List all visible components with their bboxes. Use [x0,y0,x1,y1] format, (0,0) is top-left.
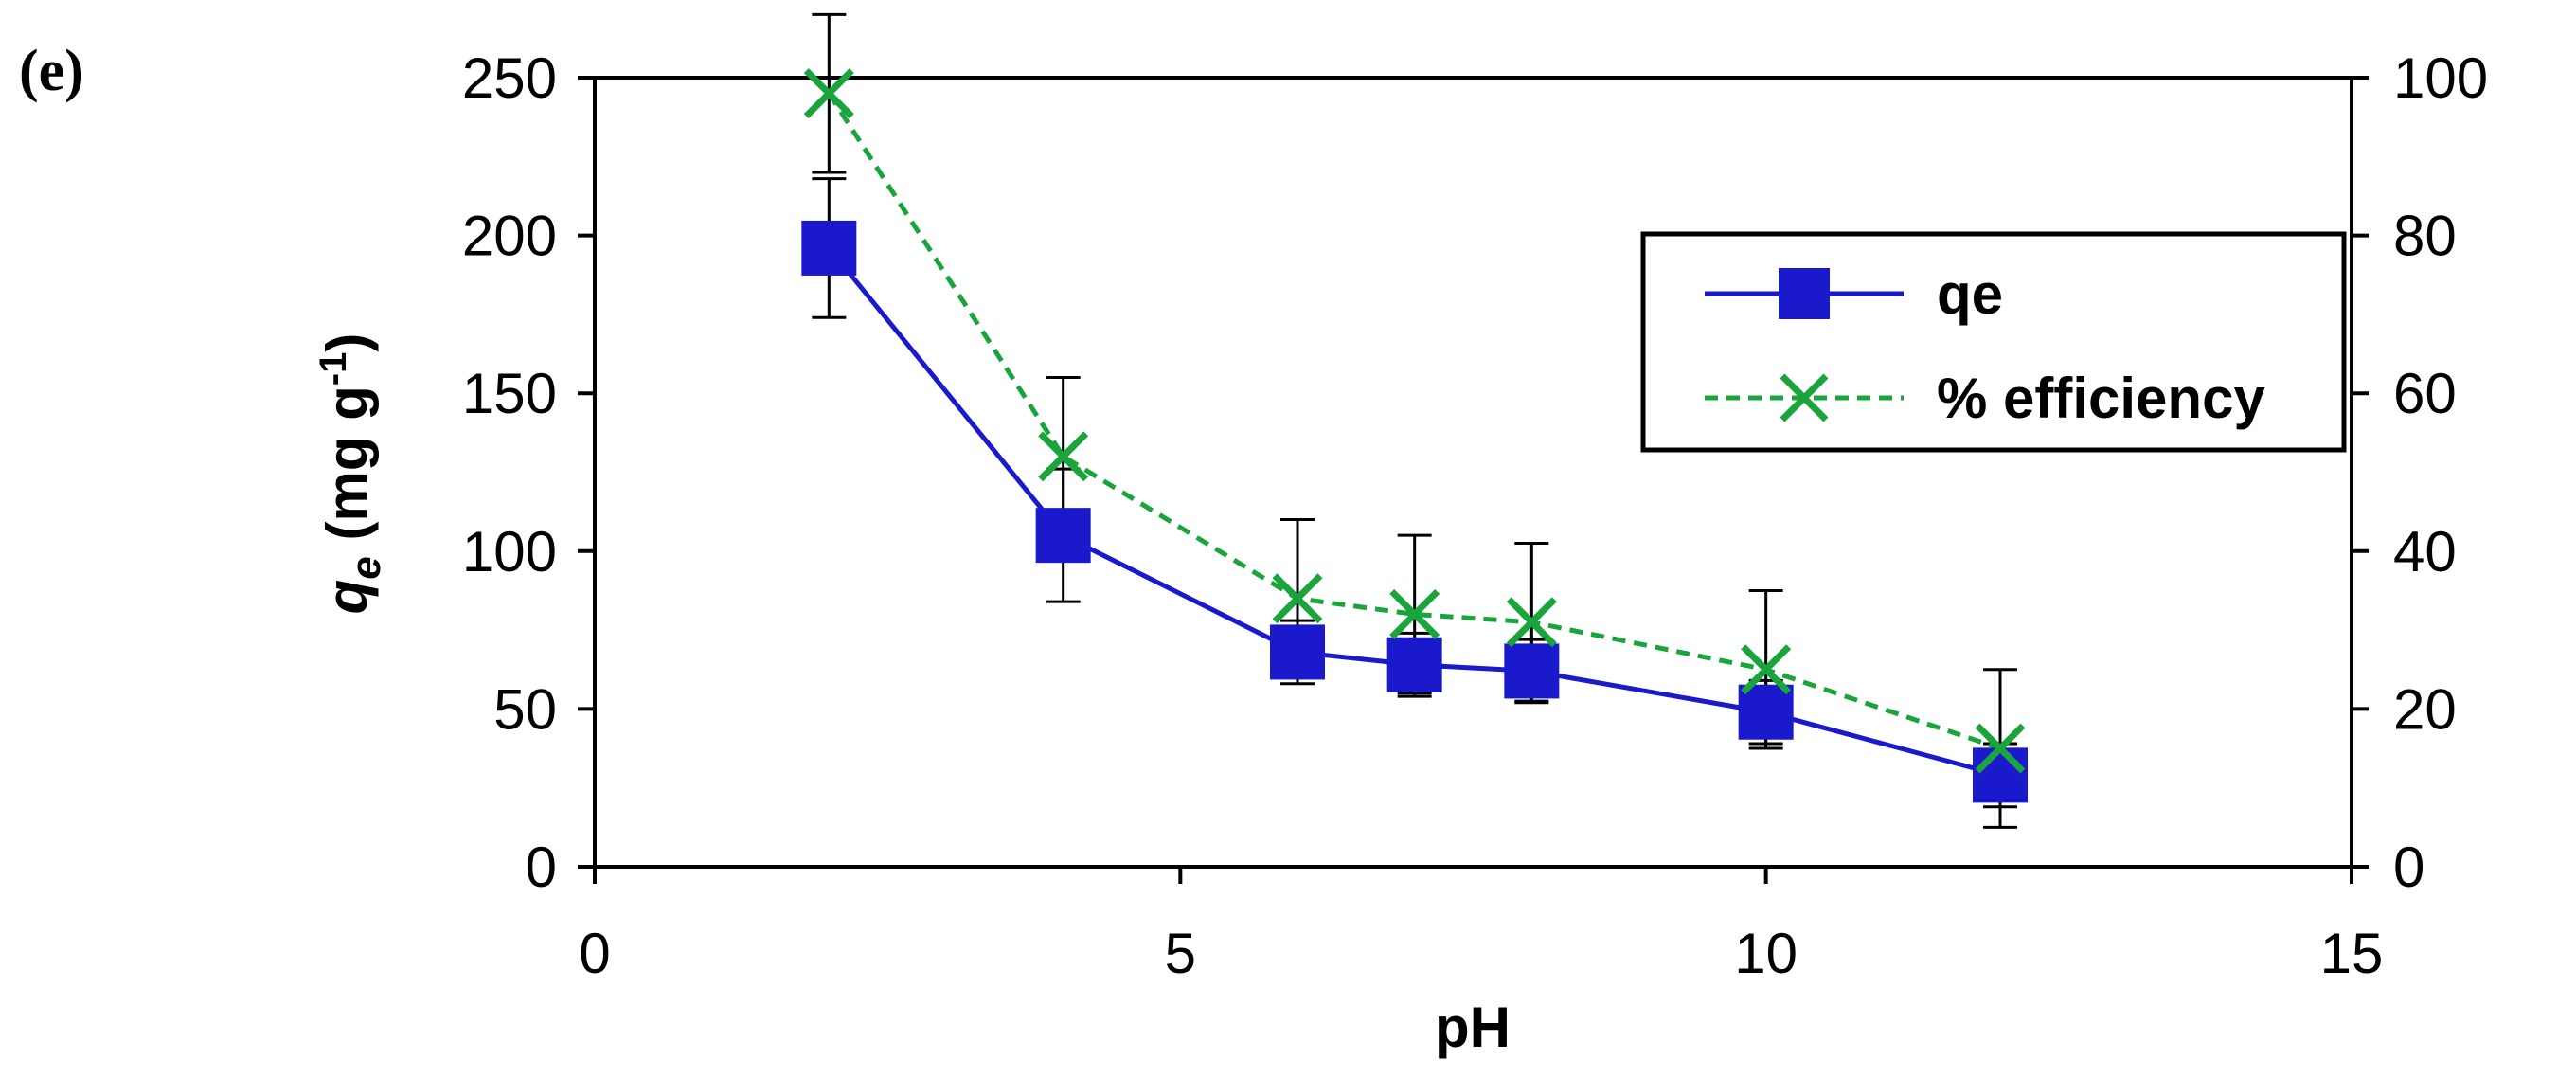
legend-qe-marker [1779,268,1830,319]
y-axis-title-superscript: -1 [313,352,354,386]
y-tick-label: 250 [462,46,557,110]
y-tick-label: 0 [526,835,557,899]
qe-marker [1035,508,1091,564]
y2-axis-ticks: 0 20 40 60 80 100 [2352,46,2488,899]
x-tick-label: 0 [579,922,610,985]
y2-tick-label: 60 [2393,362,2457,425]
legend-efficiency-label: % efficiency [1937,367,2265,430]
efficiency-marker-stroke [1038,431,1089,482]
y-tick-label: 150 [462,362,557,425]
legend-box [1640,231,2347,453]
efficiency-marker [1741,644,1792,695]
y-tick-label: 200 [462,205,557,268]
y2-tick-label: 20 [2393,677,2457,741]
efficiency-marker-stroke [1975,723,2026,774]
qe-marker [1386,637,1442,692]
y2-tick-label: 80 [2393,205,2457,268]
legend-qe-label: qe [1937,262,2003,326]
x-tick-label: 15 [2320,922,2384,985]
panel-label: (e) [19,39,84,103]
legend: qe % efficiency [1640,231,2347,453]
series-layer [801,12,2028,829]
x-axis-title: pH [1435,996,1511,1059]
qe-marker [1973,747,2028,803]
y-axis-title: qe (mg g-1) [313,333,389,615]
efficiency-marker [803,68,854,119]
y-tick-label: 100 [462,520,557,584]
plot-area [593,76,2353,869]
efficiency-marker-stroke [1741,644,1792,695]
efficiency-marker-stroke [803,68,854,119]
efficiency-marker [1506,597,1557,648]
qe-marker [1504,643,1560,699]
y-axis-title-subscript: e [343,556,389,579]
efficiency-marker [1038,431,1089,482]
y2-tick-label: 100 [2393,46,2488,110]
y-tick-label: 50 [493,677,557,741]
efficiency-marker-stroke [1389,588,1440,639]
qe-marker [801,220,857,276]
efficiency-marker [1389,588,1440,639]
y2-tick-label: 0 [2393,835,2424,899]
efficiency-marker-stroke [1506,597,1557,648]
y-axis-title-symbol: q [315,580,379,615]
x-axis-ticks: 0 5 10 15 [579,867,2383,985]
y-axis-title-close: ) [315,333,379,352]
y-axis-ticks: 0 50 100 150 200 250 [462,46,595,899]
efficiency-marker [1975,723,2026,774]
efficiency-marker [1272,573,1323,624]
x-tick-label: 5 [1165,922,1196,985]
y2-tick-label: 40 [2393,520,2457,584]
qe-marker [1270,624,1325,680]
qe-marker [1738,684,1794,740]
x-tick-label: 10 [1734,922,1798,985]
y-axis-title-units: (mg g [315,386,379,556]
efficiency-marker-stroke [1272,573,1323,624]
legend-efficiency-marker [1780,373,1829,422]
